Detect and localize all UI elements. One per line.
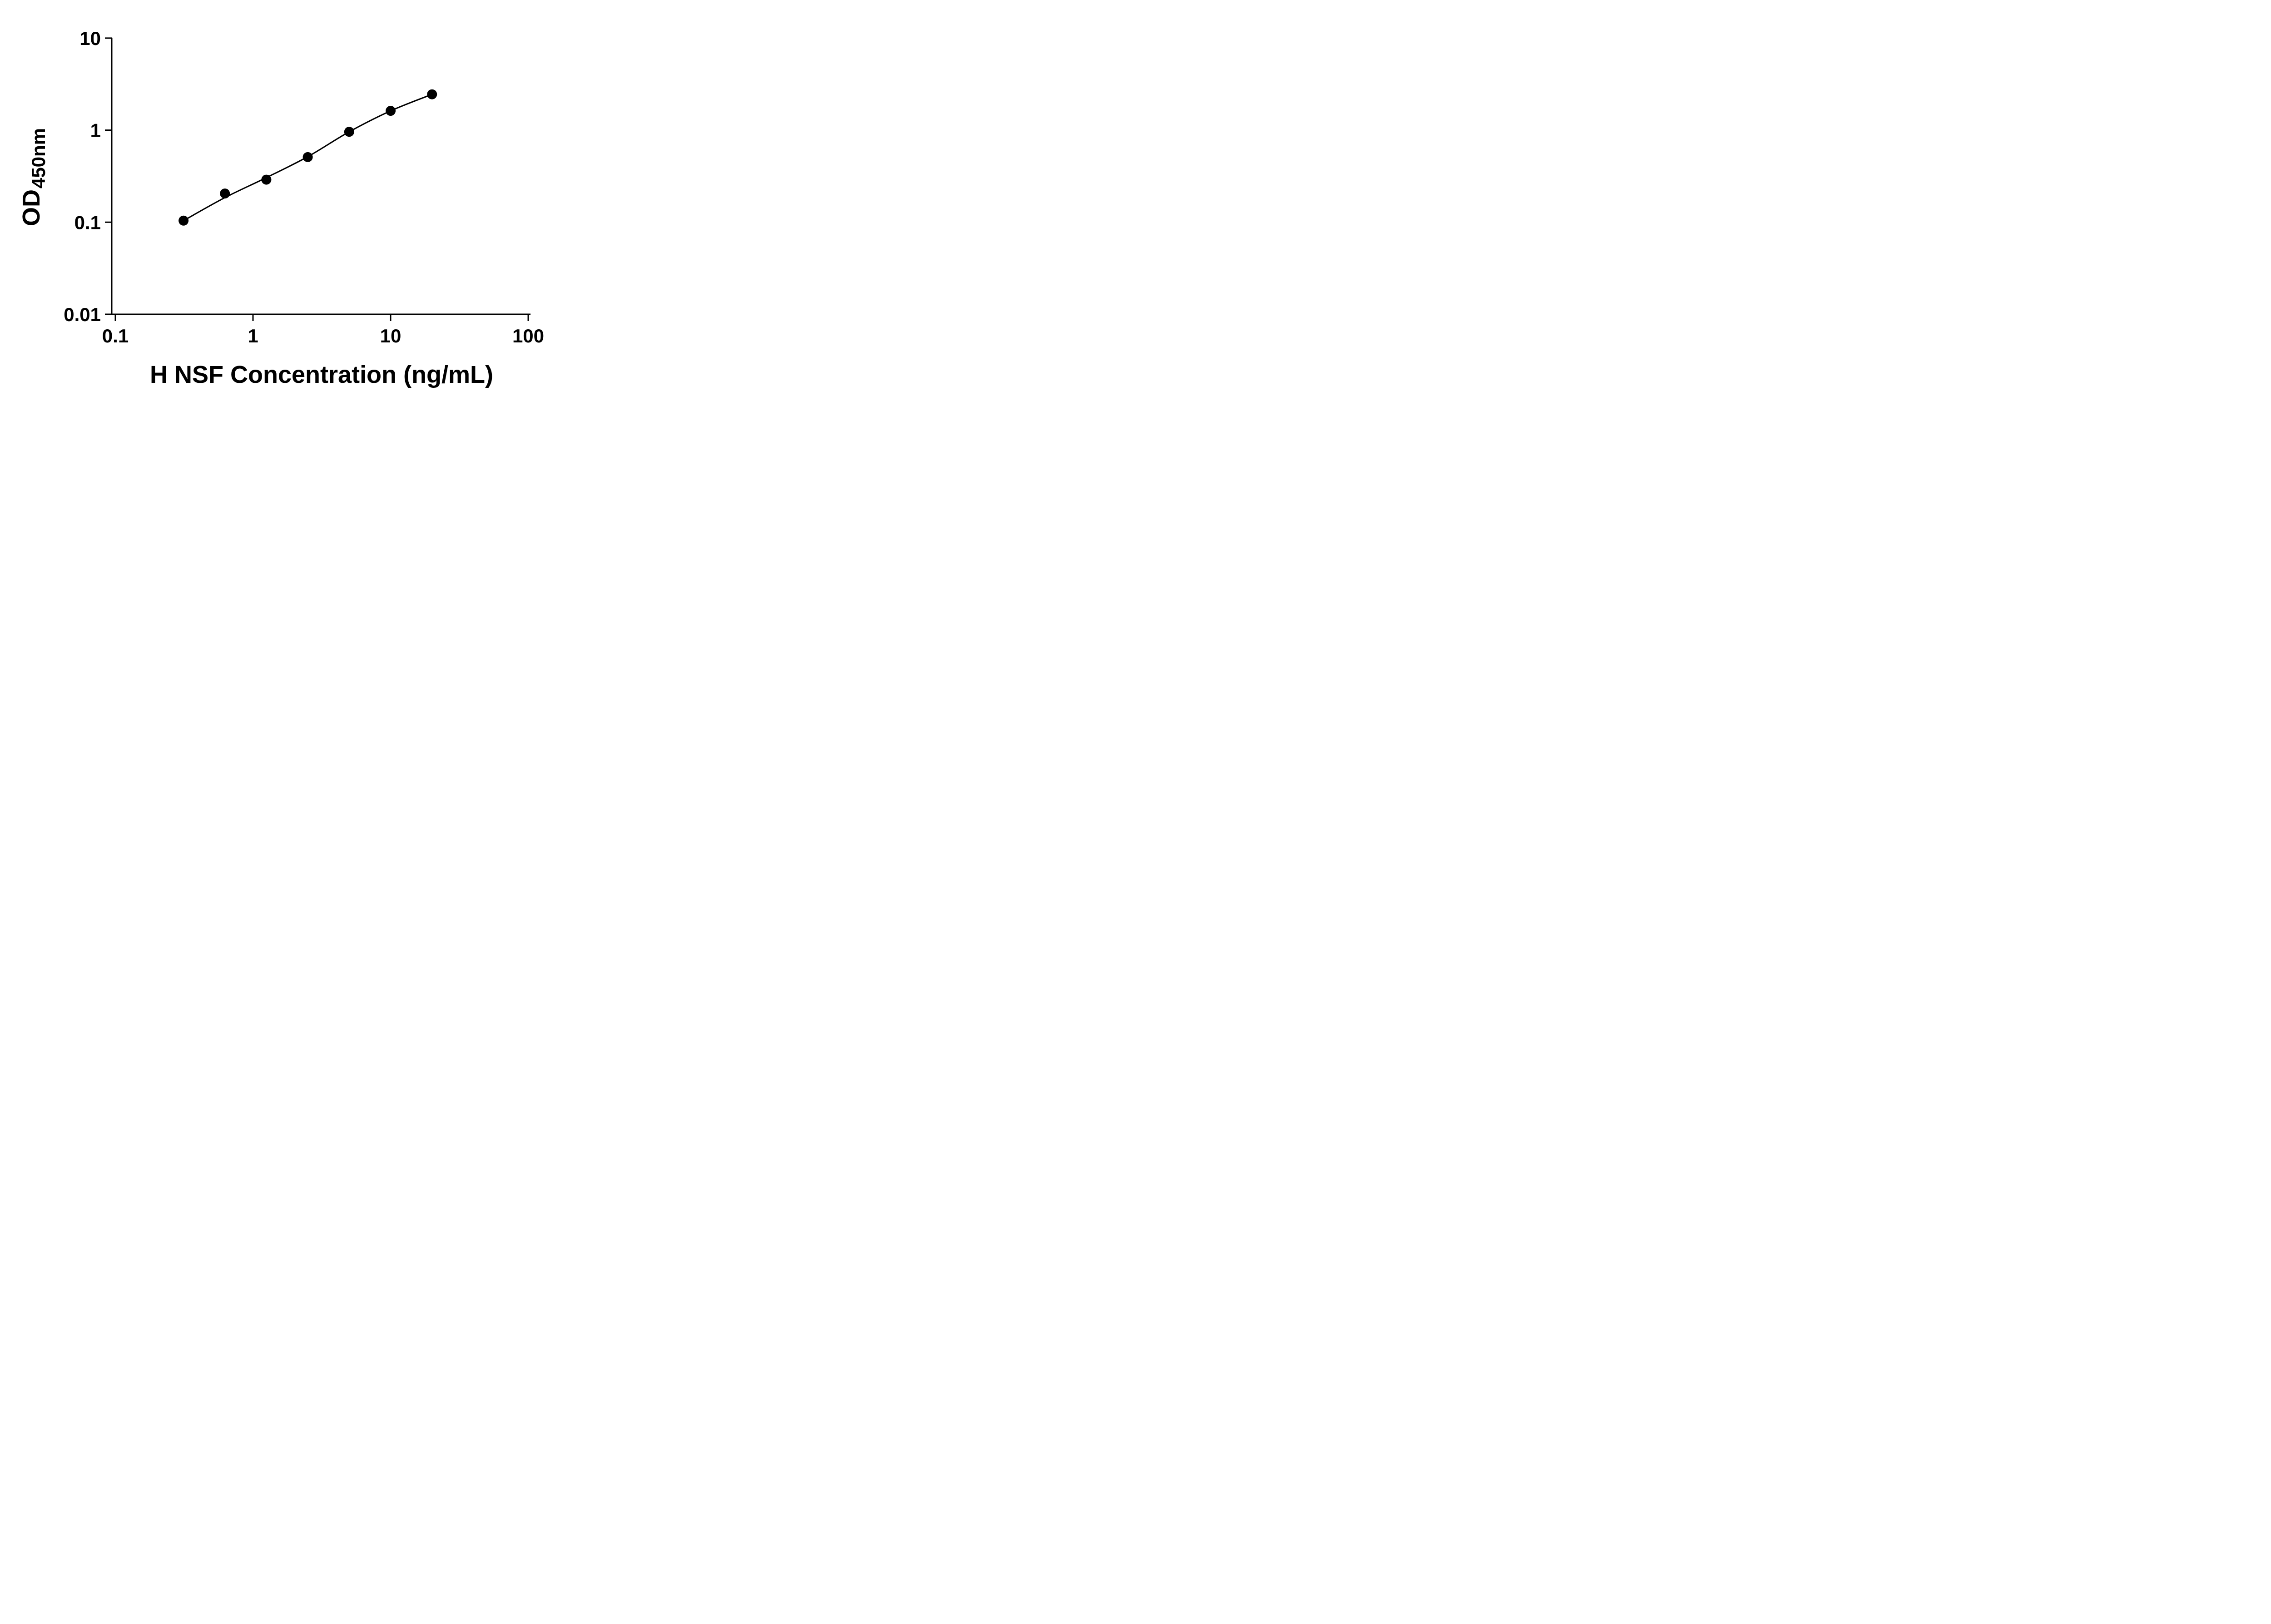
data-point [220,188,230,199]
y-axis-title-main: OD [18,189,45,226]
chart-figure: 0.01 0.1 1 10 0.1 1 10 100 H NSF Concentration… [0,0,587,406]
data-point [344,127,354,137]
x-tick-label: 10 [380,325,402,347]
x-tick-label: 1 [248,325,258,347]
x-axis: 0.1 1 10 100 [102,313,544,347]
y-axis: 0.01 0.1 1 10 [64,28,113,325]
y-tick-label: 10 [79,28,101,49]
y-tick-label: 1 [90,120,101,141]
y-axis-title-subscript: 450nm [28,128,49,188]
data-points [179,89,437,226]
data-point [179,215,189,226]
data-point [427,89,437,99]
y-tick-label: 0.1 [74,212,101,233]
y-axis-title: OD450nm [18,128,49,226]
x-tick-label: 0.1 [102,325,129,347]
y-tick-label: 0.01 [64,304,101,325]
data-point [261,174,272,185]
x-tick-label: 100 [512,325,544,347]
x-axis-title: H NSF Concentration (ng/mL) [150,361,493,388]
data-point [302,152,313,162]
data-point [386,106,396,116]
